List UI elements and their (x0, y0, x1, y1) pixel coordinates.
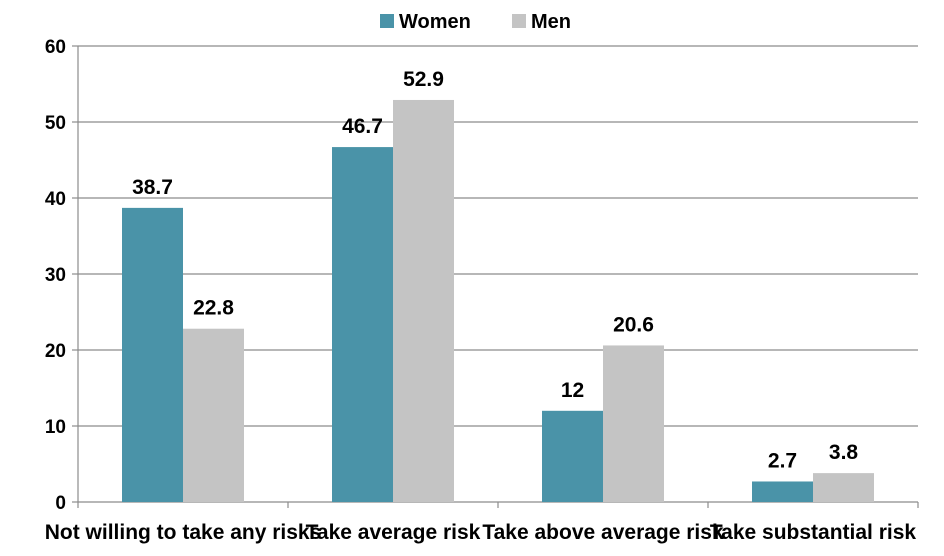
data-label: 46.7 (342, 115, 383, 138)
x-category-label: Take average risk (306, 521, 481, 544)
legend: Women Men (380, 11, 571, 33)
data-label: 20.6 (613, 313, 654, 336)
legend-swatch-women (380, 14, 394, 28)
legend-label: Men (531, 11, 571, 33)
y-tick-label: 10 (45, 417, 66, 438)
bar-men-0 (183, 328, 244, 502)
legend-label: Women (399, 11, 471, 33)
y-axis-ticks: 0 10 20 30 40 50 60 (45, 37, 78, 514)
x-category-label: Not willing to take any risks (45, 521, 322, 544)
bar-women-2 (542, 410, 603, 502)
data-label: 3.8 (829, 441, 859, 464)
x-category-label: Take substantial risk (710, 521, 917, 544)
bar-women-0 (122, 207, 183, 502)
y-tick-label: 60 (45, 37, 66, 58)
y-tick-label: 50 (45, 113, 66, 134)
data-labels: 38.7 22.8 46.7 52.9 12 20.6 2.7 3.8 (132, 68, 858, 473)
bar-women-3 (752, 481, 813, 502)
y-tick-label: 40 (45, 189, 66, 210)
y-tick-label: 0 (55, 493, 66, 514)
data-label: 22.8 (193, 297, 234, 320)
data-label: 2.7 (768, 449, 797, 472)
bar-men-3 (813, 473, 874, 502)
data-label: 52.9 (403, 68, 444, 91)
y-tick-label: 20 (45, 341, 66, 362)
legend-swatch-men (512, 14, 526, 28)
bar-women-1 (332, 147, 393, 502)
data-label: 38.7 (132, 176, 173, 199)
x-category-label: Take above average risk (482, 521, 724, 544)
bar-men-2 (603, 345, 664, 502)
y-tick-label: 30 (45, 265, 66, 286)
bars (122, 99, 874, 503)
bar-men-1 (393, 99, 454, 503)
data-label: 12 (561, 379, 584, 402)
